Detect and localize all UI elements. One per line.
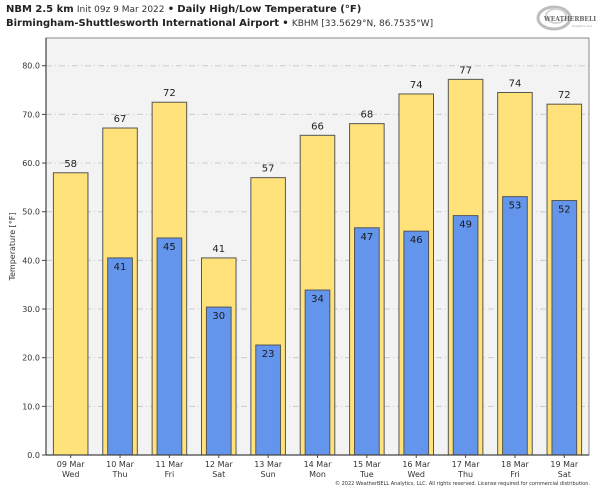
high-label: 41 (212, 244, 225, 255)
high-label: 67 (114, 114, 127, 125)
logo-subtext: Analytics LLC (572, 24, 592, 28)
y-tick-label: 50.0 (22, 208, 40, 217)
x-tick-label-date: 10 Mar (106, 460, 135, 469)
x-tick-label-date: 12 Mar (205, 460, 234, 469)
x-tick-label-weekday: Thu (457, 470, 473, 479)
product-title: Daily High/Low Temperature (°F) (177, 4, 362, 15)
low-label: 23 (262, 349, 275, 360)
location-name: Birmingham-Shuttlesworth International A… (6, 18, 280, 29)
x-tick-label-date: 13 Mar (254, 460, 283, 469)
low-bar (205, 306, 232, 456)
low-label: 47 (360, 232, 373, 243)
high-label: 72 (163, 88, 176, 99)
low-bar (502, 196, 528, 456)
x-tick-label-weekday: Sat (558, 470, 571, 479)
separator: • (167, 4, 175, 15)
low-bar (156, 237, 183, 456)
y-tick-label: 40.0 (22, 256, 40, 265)
x-tick-label-date: 17 Mar (452, 460, 481, 469)
copyright-notice: © 2022 WeatherBELL Analytics, LLC. All r… (335, 481, 590, 487)
high-label: 74 (509, 78, 522, 89)
x-tick-label-date: 19 Mar (550, 460, 579, 469)
high-label: 68 (360, 110, 373, 121)
low-label: 34 (311, 294, 324, 305)
y-axis-label: Temperature [°F] (8, 212, 17, 281)
high-bar (52, 172, 89, 456)
x-tick-label-date: 09 Mar (57, 460, 86, 469)
x-tick-label-date: 18 Mar (501, 460, 530, 469)
station-info: KBHM [33.5629°N, 86.7535°W] (291, 19, 434, 29)
bars (52, 78, 583, 456)
low-bar (107, 257, 133, 456)
model-name: NBM 2.5 km (6, 4, 74, 15)
low-label: 30 (212, 311, 225, 322)
x-tick-label-weekday: Sun (261, 470, 276, 479)
x-tick-label-date: 15 Mar (353, 460, 382, 469)
y-tick-label: 0.0 (27, 451, 40, 460)
low-label: 49 (459, 220, 472, 231)
x-tick-label-weekday: Mon (309, 470, 326, 479)
y-tick-label: 10.0 (22, 402, 40, 411)
low-label: 53 (509, 201, 522, 212)
low-bar (551, 200, 578, 456)
x-tick-label-weekday: Wed (62, 470, 79, 479)
x-tick-label-date: 14 Mar (304, 460, 333, 469)
low-label: 52 (558, 205, 571, 216)
data-labels: 58 67 41 72 45 41 30 57 23 66 34 68 47 74 46 77 49 74 53 72… (64, 65, 570, 360)
y-tick-label: 20.0 (22, 354, 40, 363)
header-line-1: NBM 2.5 km Init 09z 9 Mar 2022 • Daily H… (6, 4, 361, 15)
low-label: 46 (410, 235, 423, 246)
low-bar (403, 230, 430, 456)
x-tick-label-weekday: Thu (112, 470, 128, 479)
y-tick-label: 60.0 (22, 159, 40, 168)
high-label: 58 (64, 159, 77, 170)
x-tick-label-weekday: Sat (212, 470, 225, 479)
low-label: 45 (163, 242, 176, 253)
logo-text: WEATHERBELL (543, 16, 596, 23)
high-label: 72 (558, 90, 571, 101)
y-tick-label: 80.0 (22, 62, 40, 71)
high-label: 77 (459, 65, 472, 76)
low-bar (304, 289, 331, 456)
low-bar (354, 227, 380, 456)
high-label: 66 (311, 121, 324, 132)
x-tick-label-date: 16 Mar (402, 460, 431, 469)
low-bar (452, 215, 479, 456)
swirl-logo-icon: WEATHERBELL Analytics LLC (536, 5, 598, 31)
x-tick-label-weekday: Wed (408, 470, 425, 479)
low-bar (255, 344, 281, 456)
x-tick-label-weekday: Tue (359, 470, 374, 479)
y-tick-label: 30.0 (22, 305, 40, 314)
x-tick-label-date: 11 Mar (155, 460, 184, 469)
separator: • (282, 18, 289, 29)
high-label: 57 (262, 164, 275, 175)
low-label: 41 (114, 262, 127, 273)
init-time: Init 09z 9 Mar 2022 (76, 5, 165, 15)
high-label: 74 (410, 80, 423, 91)
x-tick-label-weekday: Fri (510, 470, 520, 479)
x-tick-label-weekday: Fri (165, 470, 175, 479)
weatherbell-logo: WEATHERBELL Analytics LLC (530, 2, 598, 32)
header-line-2: Birmingham-Shuttlesworth International A… (6, 18, 433, 29)
y-tick-label: 70.0 (22, 110, 40, 119)
